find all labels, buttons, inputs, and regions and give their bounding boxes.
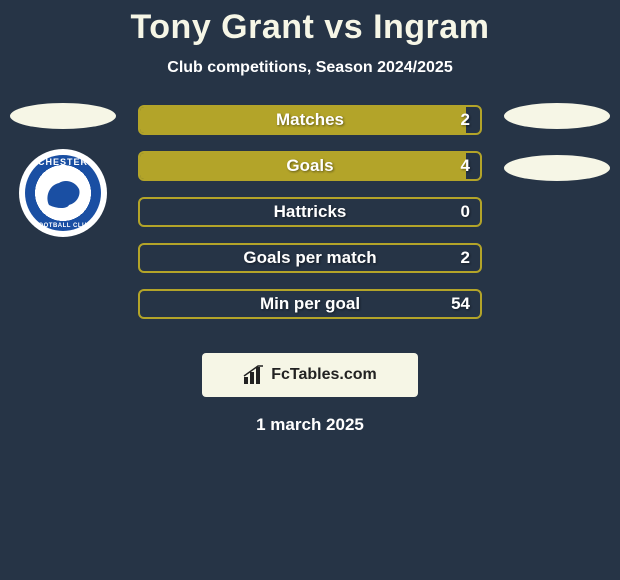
stat-bar-label: Min per goal [140, 291, 480, 317]
stat-bar: Hattricks0 [138, 197, 482, 227]
stat-bar-fill [140, 107, 466, 133]
subtitle: Club competitions, Season 2024/2025 [0, 59, 620, 77]
stat-bar-value: 2 [461, 107, 470, 133]
crest-text-top: CHESTER [19, 157, 107, 167]
placeholder-ellipse [504, 155, 610, 181]
stat-bar-value: 54 [451, 291, 470, 317]
crest-text-bottom: FOOTBALL CLUB [19, 223, 107, 229]
stat-bar-label: Hattricks [140, 199, 480, 225]
placeholder-ellipse [504, 103, 610, 129]
source-badge-text: FcTables.com [271, 366, 377, 384]
stat-bar-label: Goals per match [140, 245, 480, 271]
stat-bar: Goals per match2 [138, 243, 482, 273]
lion-icon [43, 175, 83, 211]
source-badge[interactable]: FcTables.com [202, 353, 418, 397]
placeholder-ellipse [10, 103, 116, 129]
stat-bar-value: 2 [461, 245, 470, 271]
stat-bars: Matches2Goals4Hattricks0Goals per match2… [138, 105, 482, 335]
comparison-area: CHESTER FOOTBALL CLUB Matches2 Goals4 Hatt… [0, 105, 620, 345]
stat-bar-value: 0 [461, 199, 470, 225]
stat-bar: Goals4 [138, 151, 482, 181]
page-title: Tony Grant vs Ingram [0, 0, 620, 47]
stat-bar-fill [140, 153, 466, 179]
date-text: 1 march 2025 [0, 415, 620, 435]
left-player-column: CHESTER FOOTBALL CLUB [8, 103, 118, 237]
bars-icon [243, 365, 265, 385]
stat-bar: Matches2 [138, 105, 482, 135]
club-crest-chester: CHESTER FOOTBALL CLUB [19, 149, 107, 237]
right-player-column [502, 103, 612, 181]
stat-bar-value: 4 [461, 153, 470, 179]
stat-bar: Min per goal54 [138, 289, 482, 319]
